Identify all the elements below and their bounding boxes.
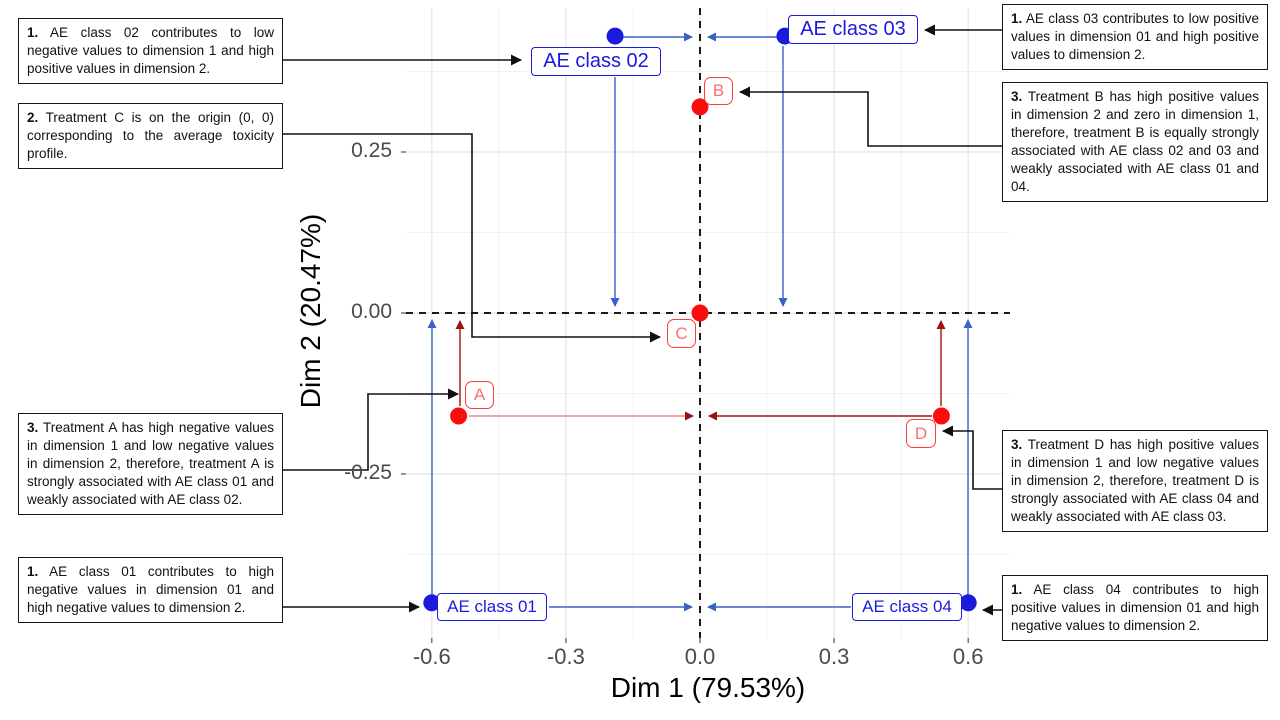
ae-class-point-ae01 <box>423 594 441 612</box>
ae-class-point-ae02 <box>606 27 624 45</box>
treatment-point-D <box>932 407 950 425</box>
treatment-point-A <box>450 407 468 425</box>
ae-class-point-ae03 <box>776 27 794 45</box>
connector-to-d-label <box>942 425 1002 490</box>
connector-to-b-label <box>739 86 1002 147</box>
connector-to-c-label <box>283 133 661 343</box>
treatment-point-C <box>691 304 709 322</box>
ae-class-point-ae04 <box>959 594 977 612</box>
treatment-point-B <box>691 98 709 116</box>
connector-to-a-label <box>283 388 459 471</box>
